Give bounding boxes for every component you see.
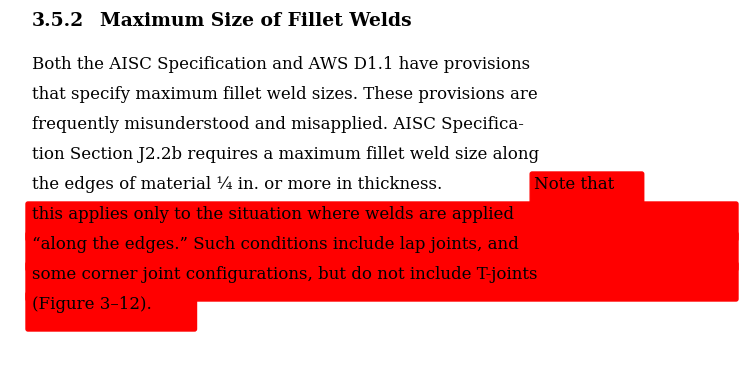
Text: some corner joint configurations, but do not include T-joints: some corner joint configurations, but do…: [32, 266, 538, 283]
Text: tion Section J2.2b requires a maximum fillet weld size along: tion Section J2.2b requires a maximum fi…: [32, 146, 539, 163]
FancyBboxPatch shape: [26, 292, 197, 331]
Text: Maximum Size of Fillet Welds: Maximum Size of Fillet Welds: [100, 12, 412, 30]
Text: 3.5.2: 3.5.2: [32, 12, 84, 30]
Text: frequently misunderstood and misapplied. AISC Specifica-: frequently misunderstood and misapplied.…: [32, 116, 524, 133]
FancyBboxPatch shape: [530, 172, 644, 211]
Text: this applies only to the situation where welds are applied: this applies only to the situation where…: [32, 206, 514, 223]
FancyBboxPatch shape: [26, 232, 738, 271]
Text: “along the edges.” Such conditions include lap joints, and: “along the edges.” Such conditions inclu…: [32, 236, 519, 253]
Text: Note that: Note that: [534, 176, 614, 193]
FancyBboxPatch shape: [26, 262, 738, 301]
FancyBboxPatch shape: [26, 202, 738, 241]
Text: (Figure 3–12).: (Figure 3–12).: [32, 296, 152, 313]
Text: Both the AISC Specification and AWS D1.1 have provisions: Both the AISC Specification and AWS D1.1…: [32, 56, 530, 73]
Text: that specify maximum fillet weld sizes. These provisions are: that specify maximum fillet weld sizes. …: [32, 86, 538, 103]
Text: the edges of material ¼ in. or more in thickness.: the edges of material ¼ in. or more in t…: [32, 176, 448, 193]
